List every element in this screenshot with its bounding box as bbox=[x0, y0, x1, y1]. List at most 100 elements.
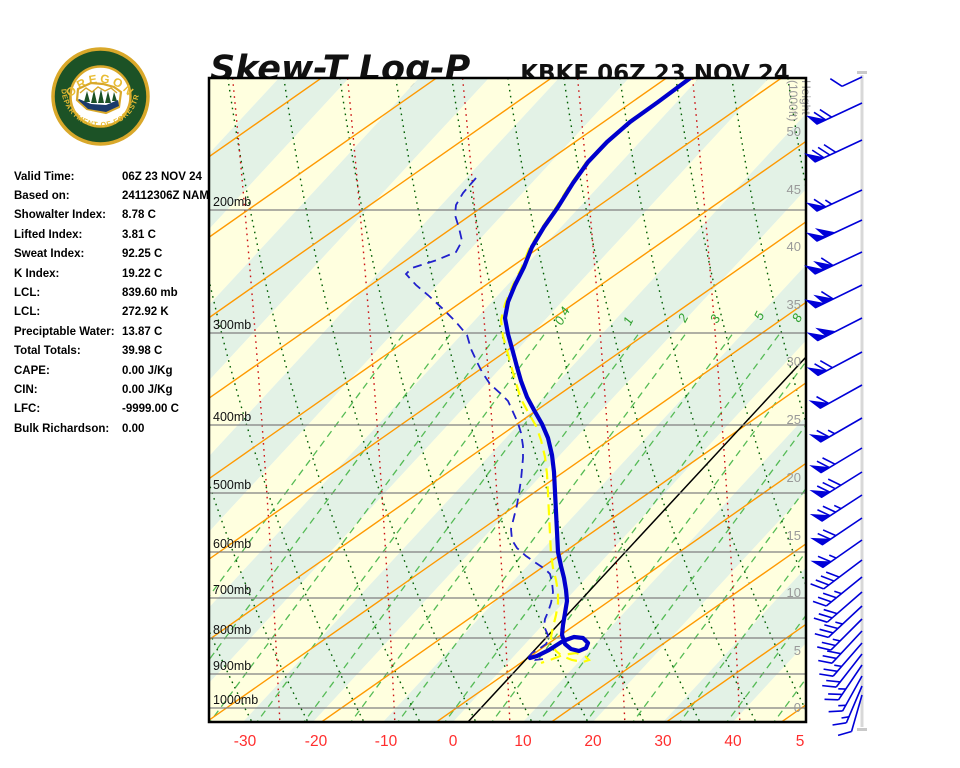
svg-text:500mb: 500mb bbox=[213, 478, 251, 492]
svg-text:35: 35 bbox=[787, 297, 801, 312]
svg-text:300mb: 300mb bbox=[213, 318, 251, 332]
plot-border bbox=[207, 76, 808, 724]
index-label: K Index: bbox=[14, 267, 60, 280]
wind-barb bbox=[805, 189, 863, 212]
wind-barb bbox=[809, 447, 863, 474]
wind-barb bbox=[808, 384, 863, 409]
wind-barb bbox=[822, 653, 863, 688]
svg-text:5: 5 bbox=[796, 733, 805, 750]
index-value: 0.00 bbox=[122, 422, 145, 435]
index-value: 24112306Z NAM bbox=[122, 190, 209, 203]
wind-barb-column bbox=[804, 71, 867, 737]
svg-text:10: 10 bbox=[787, 585, 801, 600]
wind-barb bbox=[806, 351, 863, 377]
sounding-indices-table: Valid Time: 06Z 23 NOV 24 Based on: 2411230… bbox=[14, 167, 209, 438]
index-label: Lifted Index: bbox=[14, 228, 83, 241]
index-label: LCL: bbox=[14, 287, 41, 300]
wind-barb bbox=[804, 284, 863, 309]
wind-barb bbox=[814, 605, 863, 639]
wind-barb bbox=[829, 76, 863, 88]
wind-barb bbox=[824, 664, 863, 701]
dewpoint-trace bbox=[404, 177, 554, 661]
index-label: LCL: bbox=[14, 306, 41, 319]
index-row: Valid Time: 06Z 23 NOV 24 bbox=[14, 167, 209, 186]
index-label: Preciptable Water: bbox=[14, 325, 115, 338]
index-value: 13.87 C bbox=[122, 325, 163, 338]
index-row: CAPE: 0.00 J/Kg bbox=[14, 361, 209, 380]
svg-text:40: 40 bbox=[724, 733, 742, 750]
index-row: K Index: 19.22 C bbox=[14, 264, 209, 283]
svg-text:0: 0 bbox=[449, 733, 458, 750]
wind-barb bbox=[806, 317, 863, 342]
wind-barb bbox=[837, 694, 863, 737]
svg-text:200mb: 200mb bbox=[213, 195, 251, 209]
wind-barb bbox=[805, 219, 863, 242]
svg-text:-30: -30 bbox=[234, 733, 257, 750]
index-value: 92.25 C bbox=[122, 248, 163, 261]
index-row: Total Totals: 39.98 C bbox=[14, 342, 209, 361]
svg-text:1000mb: 1000mb bbox=[213, 693, 258, 707]
svg-text:700mb: 700mb bbox=[213, 583, 251, 597]
svg-text:0: 0 bbox=[794, 700, 801, 715]
index-label: Bulk Richardson: bbox=[14, 422, 110, 435]
wind-barb bbox=[819, 642, 863, 677]
index-row: Based on: 24112306Z NAM bbox=[14, 186, 209, 205]
plot-background bbox=[209, 78, 806, 722]
wind-barb bbox=[810, 559, 863, 590]
svg-text:-20: -20 bbox=[305, 733, 328, 750]
index-label: LFC: bbox=[14, 403, 41, 416]
index-row: Bulk Richardson: 0.00 bbox=[14, 419, 209, 438]
wind-barb bbox=[832, 685, 863, 726]
reference-isotherm-line bbox=[467, 356, 806, 722]
wind-barb bbox=[809, 494, 863, 522]
wind-barb bbox=[813, 591, 863, 623]
index-value: 3.81 C bbox=[122, 228, 156, 241]
svg-text:25: 25 bbox=[787, 412, 801, 427]
wind-barb bbox=[809, 471, 863, 499]
wind-barb bbox=[808, 417, 863, 443]
wind-barb bbox=[805, 102, 863, 125]
svg-text:20: 20 bbox=[787, 470, 801, 485]
index-value: 06Z 23 NOV 24 bbox=[122, 170, 202, 183]
svg-text:-10: -10 bbox=[375, 733, 398, 750]
index-row: LCL: 272.92 K bbox=[14, 303, 209, 322]
index-label: Based on: bbox=[14, 190, 70, 203]
index-label: Valid Time: bbox=[14, 170, 75, 183]
index-value: -9999.00 C bbox=[122, 403, 179, 416]
index-label: Total Totals: bbox=[14, 345, 81, 358]
index-label: CIN: bbox=[14, 383, 38, 396]
svg-text:0.4: 0.4 bbox=[551, 304, 573, 327]
svg-text:800mb: 800mb bbox=[213, 623, 251, 637]
index-value: 8.78 C bbox=[122, 209, 156, 222]
pressure-labels: 200mb 300mb 400mb 500mb 600mb 700mb 800mb 900mb… bbox=[213, 195, 258, 707]
sounding-traces bbox=[404, 78, 694, 665]
wind-barb bbox=[810, 539, 863, 569]
svg-text:400mb: 400mb bbox=[213, 410, 251, 424]
svg-text:15: 15 bbox=[787, 528, 801, 543]
index-row: Showalter Index: 8.78 C bbox=[14, 206, 209, 225]
svg-text:50: 50 bbox=[787, 124, 801, 139]
index-row: Sweat Index: 92.25 C bbox=[14, 245, 209, 264]
svg-text:20: 20 bbox=[584, 733, 602, 750]
index-value: 19.22 C bbox=[122, 267, 163, 280]
index-value: 272.92 K bbox=[122, 306, 169, 319]
index-label: Showalter Index: bbox=[14, 209, 107, 222]
wind-barb bbox=[817, 618, 863, 651]
svg-text:30: 30 bbox=[654, 733, 672, 750]
index-row: LFC: -9999.00 C bbox=[14, 400, 209, 419]
wind-barb bbox=[804, 251, 863, 275]
temperature-trace bbox=[502, 78, 694, 661]
index-label: Sweat Index: bbox=[14, 248, 85, 261]
index-row: Lifted Index: 3.81 C bbox=[14, 225, 209, 244]
odf-logo: OREGON DEPARTMENT OF FORESTRY bbox=[51, 47, 150, 146]
index-value: 39.98 C bbox=[122, 345, 163, 358]
index-value: 0.00 J/Kg bbox=[122, 383, 173, 396]
index-row: CIN: 0.00 J/Kg bbox=[14, 380, 209, 399]
svg-text:45: 45 bbox=[787, 182, 801, 197]
wind-barb bbox=[828, 675, 863, 713]
svg-text:10: 10 bbox=[514, 733, 532, 750]
index-value: 0.00 J/Kg bbox=[122, 364, 173, 377]
temperature-axis: -30 -20 -10 0 10 20 30 40 5 bbox=[234, 733, 805, 750]
